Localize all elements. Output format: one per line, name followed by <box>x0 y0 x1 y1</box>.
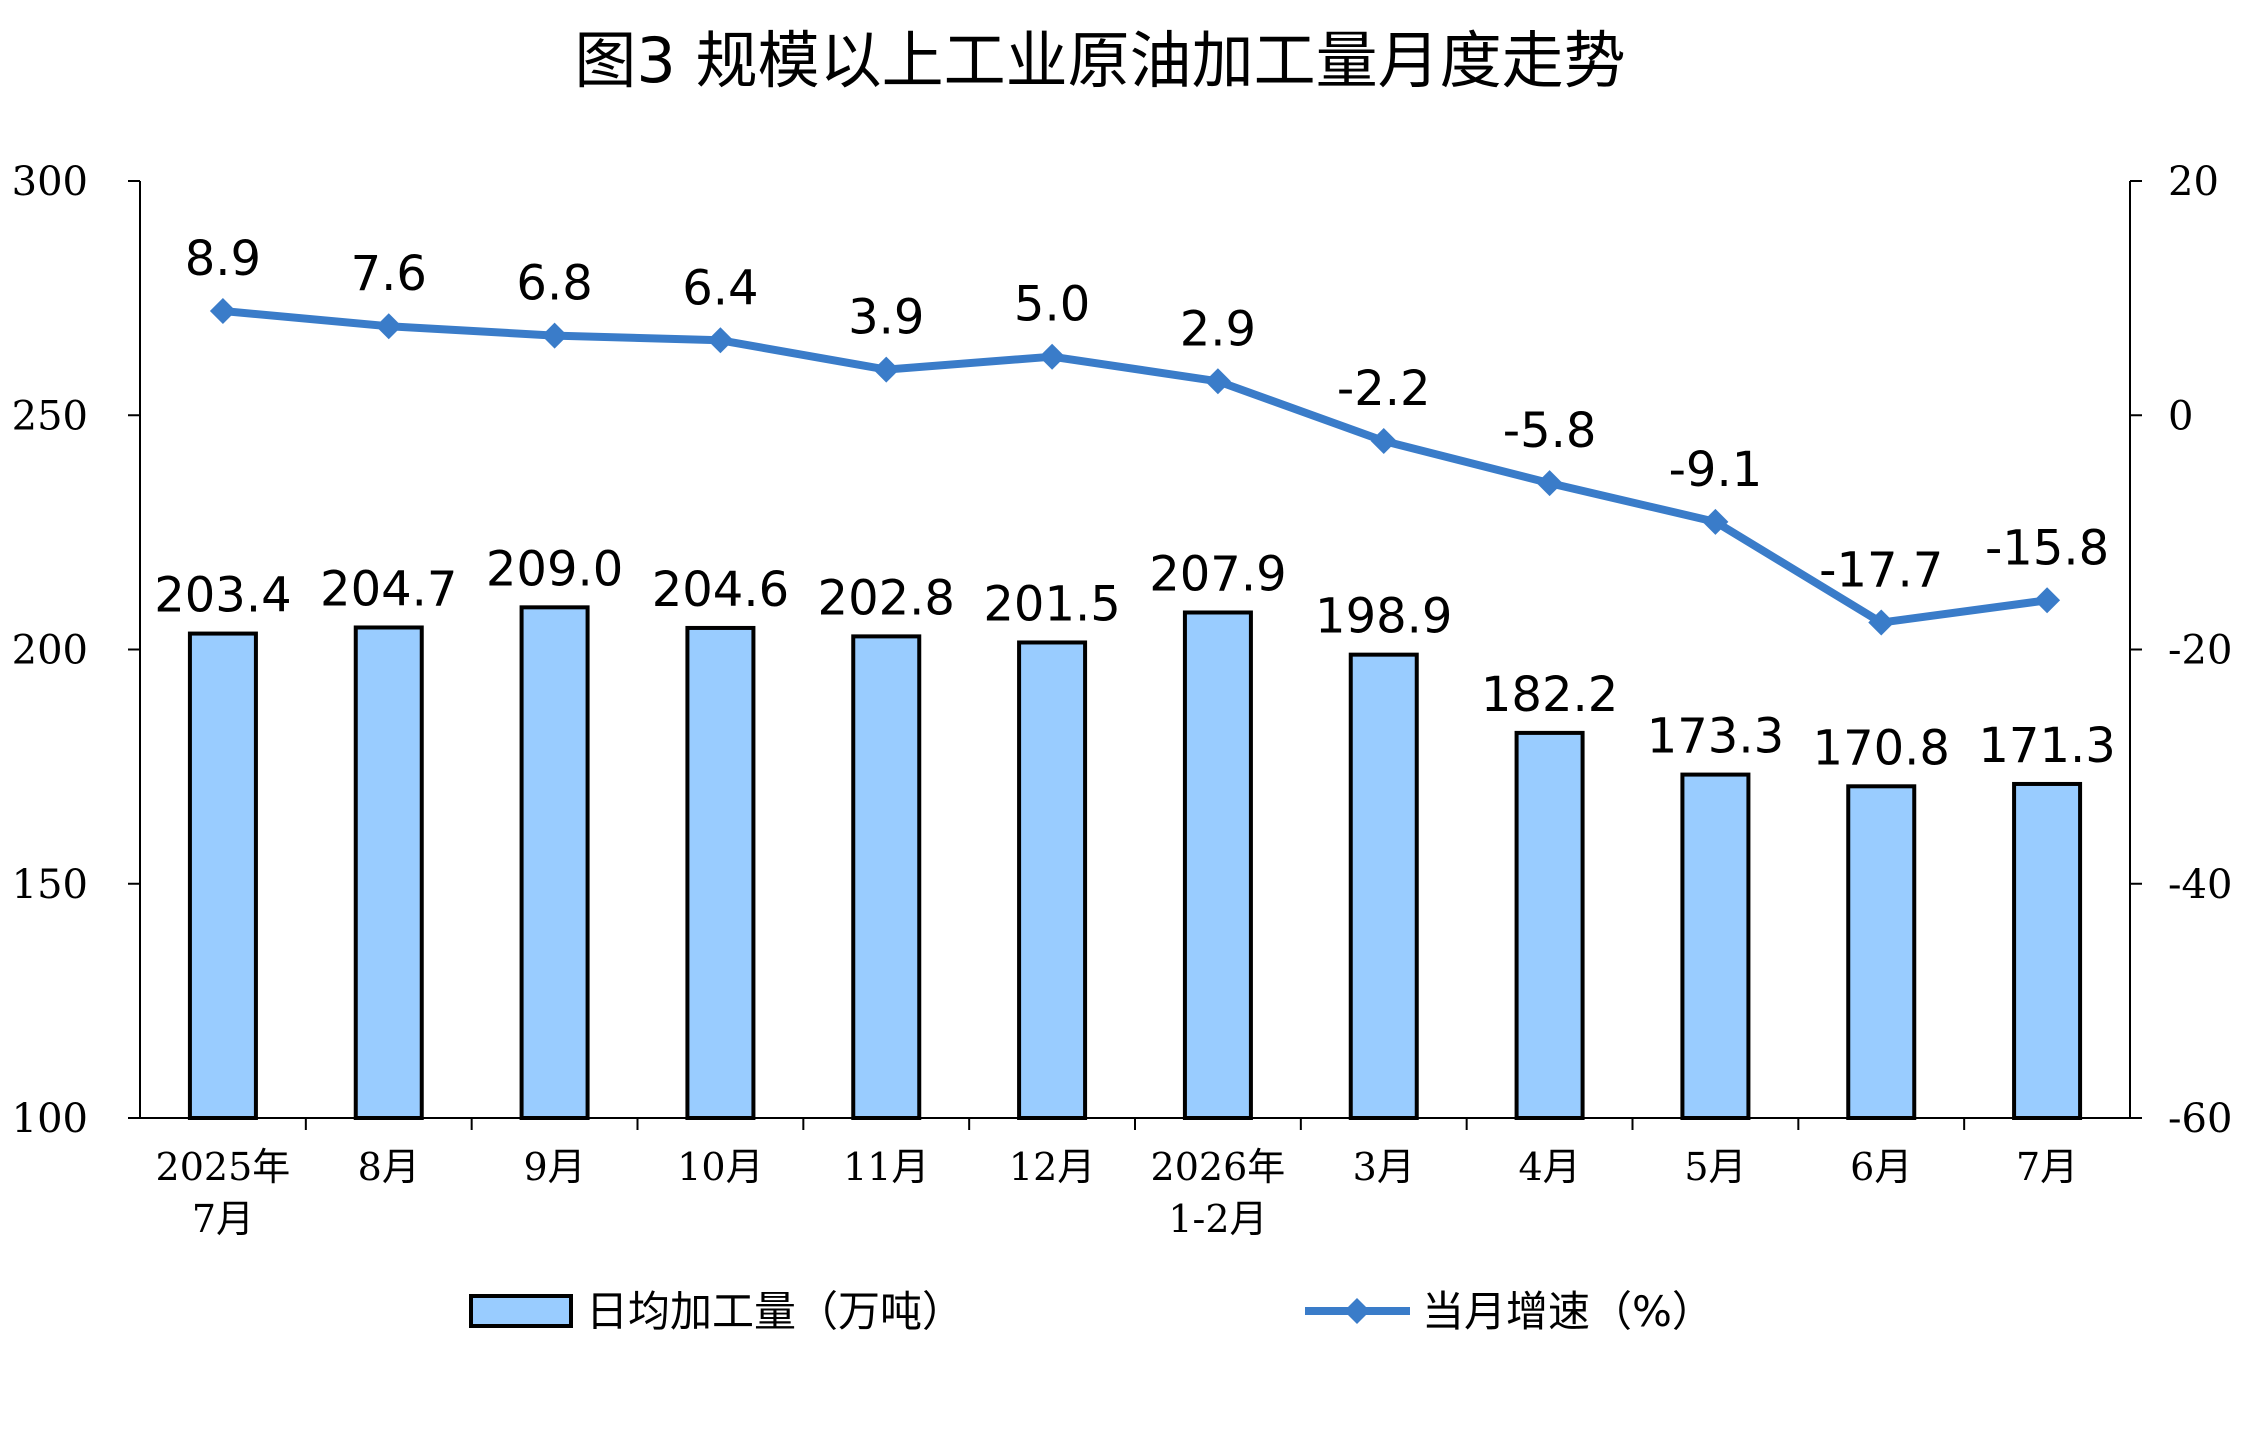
legend-bar-swatch <box>469 1294 573 1328</box>
x-tick-label: 8月 <box>358 1145 420 1189</box>
line-point-marker <box>209 298 236 325</box>
line-value-label: 8.9 <box>185 231 261 287</box>
bar-value-label: 207.9 <box>1149 546 1286 602</box>
left-tick-label: 300 <box>12 159 88 205</box>
bar <box>1348 652 1419 1120</box>
data-labels: 203.4 204.7 209.0 204.6 202.8 201.5 207.9 198.9… <box>154 231 2116 776</box>
x-tick-label: 1-2月 <box>1168 1197 1267 1241</box>
line-point-marker <box>1702 508 1729 535</box>
bar-value-label: 173.3 <box>1647 709 1784 765</box>
bar <box>1846 784 1917 1120</box>
x-tick-label: 5月 <box>1684 1145 1746 1189</box>
bar <box>353 625 424 1121</box>
x-tick-label: 6月 <box>1850 1145 1912 1189</box>
x-tick-label: 4月 <box>1518 1145 1580 1189</box>
legend-line-marker <box>1344 1298 1370 1324</box>
bar-series <box>187 605 2083 1121</box>
line-value-label: -15.8 <box>1985 520 2109 576</box>
line-point-marker <box>1039 343 1066 370</box>
x-tick-label: 2025年 <box>156 1145 291 1189</box>
bar-value-label: 182.2 <box>1481 667 1618 723</box>
left-tick-label: 250 <box>12 393 88 439</box>
bar-value-label: 204.6 <box>652 562 789 618</box>
line-value-label: 2.9 <box>1180 301 1256 357</box>
left-tick-label: 200 <box>12 628 88 674</box>
legend-line-label: 当月增速（%） <box>1422 1287 1714 1336</box>
bar-value-label: 202.8 <box>818 570 955 626</box>
bar-value-label: 201.5 <box>983 576 1120 632</box>
axes: 100 150 200 250 300 -60 -40 -20 0 20 <box>12 159 2233 1142</box>
x-tick-label: 2026年 <box>1151 1145 1286 1189</box>
bar-value-label: 171.3 <box>1978 718 2115 774</box>
line-point-marker <box>707 327 734 354</box>
line-value-label: 7.6 <box>351 246 427 302</box>
x-tick-label: 11月 <box>843 1145 929 1189</box>
x-tick-label: 3月 <box>1353 1145 1415 1189</box>
bar-value-label: 209.0 <box>486 541 623 597</box>
line-value-label: -2.2 <box>1337 361 1431 417</box>
x-tick-label: 9月 <box>523 1145 585 1189</box>
line-point-marker <box>1536 470 1563 497</box>
right-tick-label: -40 <box>2168 862 2232 908</box>
line-point-marker <box>1370 428 1397 455</box>
bar <box>1182 610 1253 1121</box>
line-series <box>209 298 2061 636</box>
chart-title: 图3 规模以上工业原油加工量月度走势 <box>574 24 1625 97</box>
left-tick-label: 150 <box>12 862 88 908</box>
right-tick-label: -20 <box>2168 628 2232 674</box>
line-point-marker <box>1204 368 1231 395</box>
bar-value-label: 204.7 <box>320 561 457 617</box>
line-value-label: 3.9 <box>848 290 924 346</box>
right-tick-label: 20 <box>2168 159 2219 205</box>
bar <box>187 631 258 1120</box>
bar-value-label: 198.9 <box>1315 589 1452 645</box>
bar <box>1514 730 1585 1120</box>
bar-value-label: 170.8 <box>1813 720 1950 776</box>
bar <box>851 634 922 1121</box>
line-point-marker <box>873 356 900 383</box>
line-point-marker <box>2034 587 2061 614</box>
legend: 日均加工量（万吨） 当月增速（%） <box>469 1287 1714 1336</box>
bar <box>1017 640 1088 1120</box>
line-point-marker <box>541 322 568 349</box>
line-value-label: 6.4 <box>682 260 758 316</box>
line-value-label: -9.1 <box>1669 442 1763 498</box>
line-value-label: -5.8 <box>1503 403 1597 459</box>
right-tick-label: -60 <box>2168 1096 2232 1142</box>
x-tick-label: 10月 <box>677 1145 763 1189</box>
bar-value-label: 203.4 <box>154 568 291 624</box>
bar <box>519 605 590 1121</box>
legend-bar-label: 日均加工量（万吨） <box>586 1287 964 1336</box>
x-tick-label: 7月 <box>192 1197 254 1241</box>
x-tick-label: 12月 <box>1009 1145 1095 1189</box>
x-tick-label: 7月 <box>2016 1145 2078 1189</box>
line-point-marker <box>375 313 402 340</box>
bar <box>1680 772 1751 1120</box>
bar <box>2012 781 2083 1120</box>
line-value-label: 6.8 <box>516 256 592 312</box>
x-axis-labels: 2025年 7月 8月 9月 10月 11月 12月 2026年 1-2月 3月 4月 5月 6月 7月 <box>156 1145 2079 1241</box>
bar <box>685 625 756 1120</box>
growth-line <box>222 307 2048 627</box>
right-tick-label: 0 <box>2168 393 2193 439</box>
line-point-marker <box>1868 609 1895 636</box>
left-tick-label: 100 <box>12 1096 88 1142</box>
line-value-label: -17.7 <box>1819 543 1943 599</box>
line-value-label: 5.0 <box>1014 277 1090 333</box>
